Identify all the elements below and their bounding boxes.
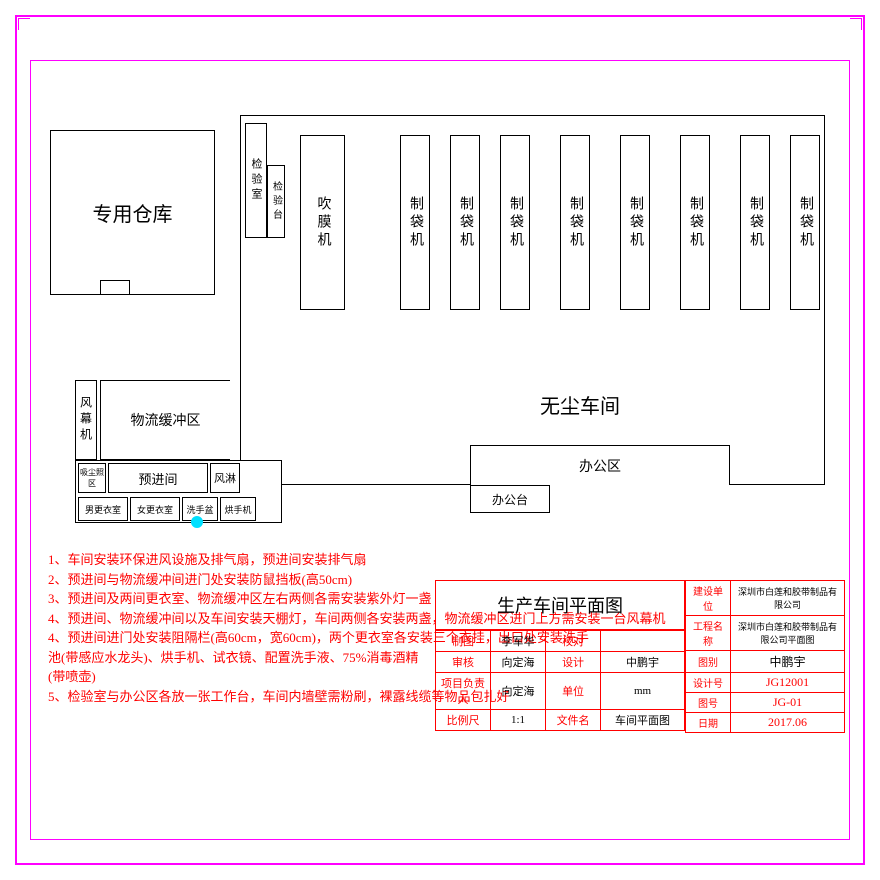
mens-label: 男更衣室 [85, 503, 121, 516]
title-cell: 深圳市白莲和胶带制品有限公司平面图 [731, 616, 845, 651]
pre-entry-label: 预进间 [138, 469, 177, 488]
inspection-room: 检验室 [245, 123, 267, 238]
office-desk-label: 办公台 [492, 491, 528, 508]
title-cell: 工程名称 [686, 616, 731, 651]
corner-mark [850, 18, 862, 30]
title-cell: 设计号 [686, 673, 731, 693]
title-cell: 2017.06 [731, 713, 845, 733]
wash-label: 洗手盆 [186, 503, 213, 516]
buffer-zone-label: 物流缓冲区 [131, 410, 201, 430]
right-title-table: 建设单位深圳市白莲和胶带制品有限公司工程名称深圳市白莲和胶带制品有限公司平面图图… [685, 580, 845, 733]
title-cell: mm [601, 673, 685, 710]
small-left-room: 吸尘照区 [78, 463, 106, 493]
machine-box: 制袋机 [500, 135, 530, 310]
mens-room: 男更衣室 [78, 497, 128, 521]
title-cell: 中鹏宇 [731, 651, 845, 673]
title-cell: 中鹏宇 [601, 652, 685, 673]
left-title-table: 制图李军华校对审核向定海设计中鹏宇项目负责人向定海单位mm 比例尺1:1文件名车间… [435, 630, 685, 731]
machine-box: 制袋机 [740, 135, 770, 310]
title-cell: 向定海 [491, 673, 546, 710]
warehouse-label: 专用仓库 [93, 198, 173, 227]
title-cell: 日期 [686, 713, 731, 733]
small-left-label: 吸尘照区 [79, 467, 105, 489]
air-curtain: 风幕机 [75, 380, 97, 460]
office-area: 办公区 [470, 445, 730, 485]
machine-box: 制袋机 [620, 135, 650, 310]
title-cell: 1:1 [491, 710, 546, 731]
cleanroom-label: 无尘车间 [540, 390, 620, 419]
title-cell: JG-01 [731, 693, 845, 713]
title-cell: 文件名 [546, 710, 601, 731]
title-cell: 比例尺 [436, 710, 491, 731]
air-shower-label: 风淋 [214, 470, 236, 486]
machine-box: 制袋机 [790, 135, 820, 310]
warehouse-box: 专用仓库 [50, 130, 215, 295]
title-cell: 图号 [686, 693, 731, 713]
machine-box: 吹膜机 [300, 135, 345, 310]
womens-room: 女更衣室 [130, 497, 180, 521]
air-shower: 风淋 [210, 463, 240, 493]
note-line: 1、车间安装环保进风设施及排气扇，预进间安装排气扇 [48, 550, 666, 570]
office-desk: 办公台 [470, 485, 550, 513]
cleanroom-text: 无尘车间 [540, 396, 620, 418]
corner-mark [18, 18, 30, 30]
machine-box: 制袋机 [450, 135, 480, 310]
warehouse-small-box [100, 280, 130, 295]
machine-box: 制袋机 [680, 135, 710, 310]
title-cell: 建设单位 [686, 581, 731, 616]
title-main: 生产车间平面图 [435, 580, 685, 630]
womens-label: 女更衣室 [137, 503, 173, 516]
pre-entry: 预进间 [108, 463, 208, 493]
title-cell: 单位 [546, 673, 601, 710]
office-area-label: 办公区 [579, 456, 621, 476]
title-cell: 审核 [436, 652, 491, 673]
title-cell: 图别 [686, 651, 731, 673]
title-cell: 校对 [546, 631, 601, 652]
title-cell [601, 631, 685, 652]
title-cell: JG12001 [731, 673, 845, 693]
inspection-table: 检验台 [267, 165, 285, 238]
dryer-label: 烘手机 [224, 503, 251, 516]
title-cell: 车间平面图 [601, 710, 685, 731]
air-curtain-label: 风幕机 [78, 396, 95, 444]
inspection-table-label: 检验台 [269, 181, 284, 223]
machine-box: 制袋机 [560, 135, 590, 310]
title-cell: 制图 [436, 631, 491, 652]
hand-dryer: 烘手机 [220, 497, 256, 521]
title-cell: 李军华 [491, 631, 546, 652]
buffer-zone: 物流缓冲区 [100, 380, 230, 460]
title-cell: 深圳市白莲和胶带制品有限公司 [731, 581, 845, 616]
title-cell: 项目负责人 [436, 673, 491, 710]
wash-icon [191, 516, 203, 528]
machine-box: 制袋机 [400, 135, 430, 310]
inspection-room-label: 检验室 [248, 158, 264, 203]
title-cell: 向定海 [491, 652, 546, 673]
title-cell: 设计 [546, 652, 601, 673]
